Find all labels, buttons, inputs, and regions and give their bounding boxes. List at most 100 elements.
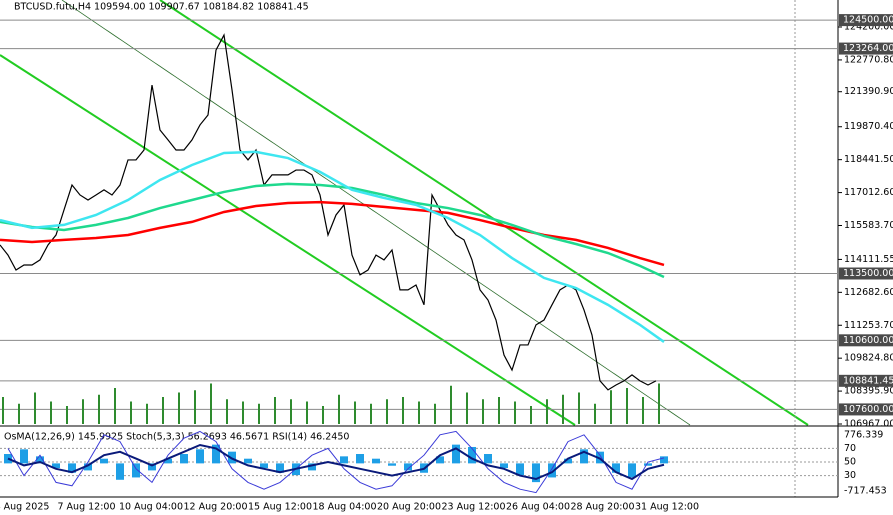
volume-bar: [530, 406, 532, 424]
channel-upper: [159, 0, 809, 426]
stoch-line: [7, 430, 665, 494]
x-tick-label: 20 Aug 20:00: [377, 502, 441, 513]
volume-bar: [34, 392, 36, 424]
volume-bar: [306, 401, 308, 424]
volume-bar: [418, 401, 420, 424]
osma-bar: [580, 449, 588, 464]
indicator-level-label: 30: [844, 470, 856, 481]
osma-bar: [612, 463, 620, 473]
volume-bar: [322, 406, 324, 424]
volume-bar: [50, 401, 52, 424]
volume-bar: [498, 397, 500, 424]
level-label-box: [839, 42, 893, 55]
y-tick-label: 114111.55: [844, 254, 893, 265]
level-label-box: [839, 14, 893, 27]
osma-bar: [340, 456, 348, 464]
volume-bar: [466, 392, 468, 424]
osma-bar: [356, 454, 364, 464]
chart-title: BTCUSD.futu,H4 109594.00 109907.67 10818…: [14, 2, 309, 13]
osma-bar: [404, 463, 412, 471]
osma-bar: [308, 463, 316, 471]
moving-average: [0, 150, 665, 343]
y-tick-label: 121390.90: [844, 86, 893, 97]
channel-mid: [61, 0, 691, 426]
y-tick-label: 118441.50: [844, 154, 893, 165]
volume-bar: [258, 403, 260, 424]
volume-bar: [450, 385, 452, 424]
volume-bar: [66, 406, 68, 424]
volume-bar: [210, 383, 212, 424]
volume-bar: [642, 397, 644, 424]
volume-bar: [194, 390, 196, 424]
channel-lines: [0, 0, 809, 426]
osma-bar: [388, 463, 396, 466]
osma-bar: [644, 463, 652, 466]
level-label: 108841.45: [843, 375, 893, 386]
level-label: 123264.00: [843, 43, 893, 54]
volume-bar: [162, 397, 164, 424]
volume-bar: [578, 392, 580, 424]
y-tick-label: 119870.40: [844, 121, 893, 132]
indicator-tick-label: -717.453: [844, 486, 887, 497]
osma-bar: [52, 463, 60, 469]
level-label: 124500.00: [843, 15, 893, 26]
volume-bar: [370, 403, 372, 424]
volume-bar: [2, 397, 4, 424]
price-line: [0, 33, 657, 391]
osma-bar: [148, 463, 156, 471]
rsi-line: [7, 443, 665, 481]
x-tick-label: 4 Aug 2025: [0, 502, 49, 513]
osma-bar: [484, 454, 492, 464]
y-tick-label: 108395.90: [844, 386, 893, 397]
osma-bar: [180, 454, 188, 464]
volume-bar: [658, 383, 660, 424]
osma-bar: [468, 446, 476, 464]
volume-bar: [226, 399, 228, 424]
volume-bar: [514, 401, 516, 424]
indicator-title: OsMA(12,26,9) 145.9925 Stoch(5,3,3) 56.2…: [4, 432, 349, 443]
osma-bar: [548, 463, 556, 478]
volume-bar: [98, 394, 100, 424]
x-tick-label: 7 Aug 12:00: [57, 502, 115, 513]
level-label: 113500.00: [843, 268, 893, 279]
osma-bar: [244, 458, 252, 464]
volume-bar: [290, 399, 292, 424]
osma-bar: [532, 463, 540, 483]
x-tick-label: 15 Aug 12:00: [248, 502, 312, 513]
osma-bar: [500, 463, 508, 469]
volume-bar: [626, 388, 628, 424]
level-label-box: [839, 267, 893, 280]
level-label-box: [839, 374, 893, 387]
volume-bar: [482, 399, 484, 424]
volume-bar: [434, 403, 436, 424]
osma-bar: [212, 444, 220, 464]
osma-bar: [164, 458, 172, 464]
osma-bar: [436, 456, 444, 464]
volume-bar: [146, 403, 148, 424]
volume-bar: [18, 403, 20, 424]
osma-bar: [260, 463, 268, 469]
moving-average: [0, 182, 665, 279]
volume-bar: [354, 401, 356, 424]
osma-bar: [100, 458, 108, 464]
level-label-box: [839, 334, 893, 347]
volume-bar: [338, 394, 340, 424]
indicator-tick-label: 776.339: [844, 430, 883, 441]
y-tick-label: 112682.60: [844, 287, 893, 298]
osma-bar: [660, 456, 668, 464]
osma-bar: [564, 458, 572, 464]
y-tick-label: 124200.00: [844, 22, 893, 33]
level-label: 107600.00: [843, 404, 893, 415]
osma-bar: [196, 449, 204, 464]
osma-bar: [84, 463, 92, 471]
osma-bar: [516, 463, 524, 476]
level-label: 110600.00: [843, 335, 893, 346]
channel-lower: [0, 54, 576, 426]
osma-bar: [372, 458, 380, 464]
volume-bar: [114, 388, 116, 424]
volume-bar: [610, 390, 612, 424]
volume-bar: [546, 399, 548, 424]
volume-bar: [82, 399, 84, 424]
volume-bar: [130, 401, 132, 424]
